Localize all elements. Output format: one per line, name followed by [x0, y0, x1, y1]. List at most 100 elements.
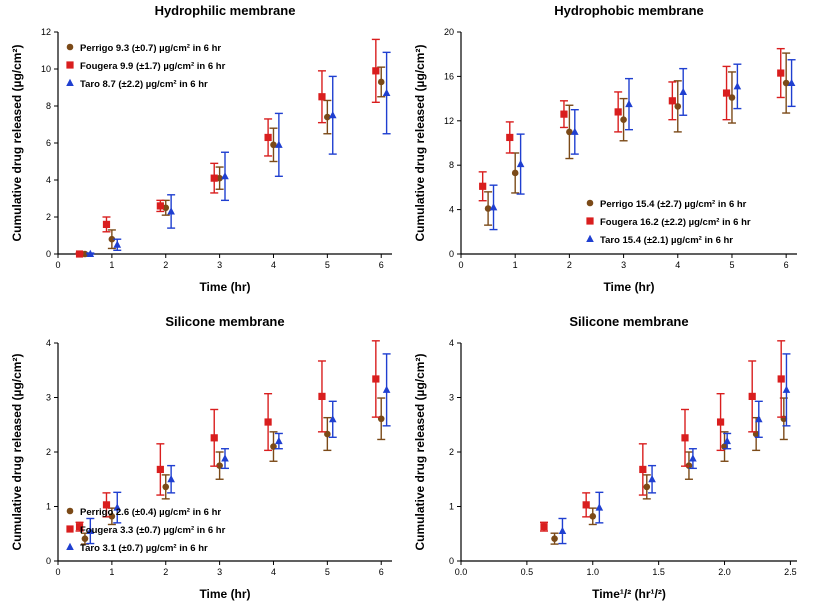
data-point-fougera [102, 220, 111, 228]
x-tick-label: 6 [784, 260, 789, 270]
data-point-perrigo [620, 116, 627, 123]
data-point-fougera [582, 501, 590, 509]
data-point-fougera [210, 174, 218, 182]
y-tick-label: 20 [444, 27, 454, 37]
data-point-fougera [75, 523, 84, 531]
data-point-perrigo [108, 235, 116, 243]
y-tick-label: 4 [449, 205, 454, 215]
data-point-taro [723, 436, 731, 445]
data-point-fougera [264, 133, 272, 142]
y-tick-label: 4 [46, 175, 51, 185]
y-axis-label: Cumulative drug released (µg/cm²) [10, 354, 24, 551]
data-point-taro [382, 385, 391, 393]
data-point-perrigo [566, 128, 573, 136]
legend-label: Perrigo 15.4 (±2.7) µg/cm² in 6 hr [600, 199, 747, 210]
y-tick-label: 4 [449, 338, 454, 348]
legend-label: Perrigo 2.6 (±0.4) µg/cm² in 6 hr [80, 507, 221, 518]
x-tick-label: 2.0 [718, 567, 731, 577]
y-tick-label: 0 [449, 556, 454, 566]
y-tick-label: 2 [46, 447, 51, 457]
data-point-perrigo [782, 79, 790, 87]
legend-label: Taro 3.1 (±0.7) µg/cm² in 6 hr [80, 543, 208, 554]
y-axis-label: Cumulative drug released (µg/cm²) [10, 45, 24, 242]
legend-marker-perrigo [66, 507, 74, 515]
data-point-fougera [372, 375, 380, 383]
y-tick-label: 10 [41, 64, 51, 74]
x-tick-label: 0 [55, 567, 60, 577]
x-axis-label: Time¹/² (hr¹/²) [592, 587, 666, 601]
chart-panel-3: Silicone membrane 0 1 2 3 4 0 1 2 3 4 5 6 Time (hr) Cu… [10, 314, 392, 601]
data-point-taro [625, 99, 633, 108]
legend-label: Perrigo 9.3 (±0.7) µg/cm² in 6 hr [80, 43, 221, 54]
panel-title: Silicone membrane [165, 314, 284, 329]
data-point-perrigo [108, 513, 116, 520]
x-tick-label: 1 [513, 260, 518, 270]
legend-label: Fougera 9.9 (±1.7) µg/cm² in 6 hr [80, 61, 226, 72]
data-point-fougera [156, 465, 164, 474]
data-point-perrigo [511, 169, 519, 177]
data-point-taro [275, 140, 283, 148]
data-point-fougera [722, 89, 731, 97]
x-tick-label: 2 [163, 567, 168, 577]
y-tick-label: 2 [46, 212, 51, 222]
data-point-perrigo [270, 141, 277, 149]
data-point-taro [221, 454, 229, 462]
x-tick-label: 2 [163, 260, 168, 270]
x-tick-label: 6 [379, 567, 384, 577]
data-point-fougera [777, 375, 785, 383]
legend-label: Fougera 3.3 (±0.7) µg/cm² in 6 hr [80, 525, 226, 536]
x-tick-label: 3 [217, 567, 222, 577]
x-tick-label: 5 [325, 260, 330, 270]
y-tick-label: 12 [41, 27, 51, 37]
legend-marker-fougera [66, 61, 74, 69]
data-point-fougera [156, 202, 164, 210]
data-point-taro [689, 454, 697, 462]
legend-marker-fougera [66, 525, 74, 533]
y-tick-label: 1 [46, 502, 51, 512]
data-point-taro [328, 415, 337, 423]
panel-title: Hydrophilic membrane [155, 3, 296, 18]
x-tick-label: 2.5 [784, 567, 797, 577]
data-point-taro [328, 111, 337, 119]
legend-label: Taro 15.4 (±2.1) µg/cm² in 6 hr [600, 235, 733, 246]
y-tick-label: 2 [449, 447, 454, 457]
data-point-taro [754, 415, 763, 423]
x-tick-label: 4 [271, 567, 276, 577]
legend-label: Taro 8.7 (±2.2) µg/cm² in 6 hr [80, 79, 208, 90]
y-tick-label: 4 [46, 338, 51, 348]
data-point-taro [558, 526, 567, 535]
x-tick-label: 5 [325, 567, 330, 577]
x-tick-label: 1.0 [587, 567, 600, 577]
legend-marker-taro [66, 78, 74, 86]
y-tick-label: 1 [449, 502, 454, 512]
y-tick-label: 3 [449, 393, 454, 403]
panel-title: Silicone membrane [569, 314, 688, 329]
legend-label: Fougera 16.2 (±2.2) µg/cm² in 6 hr [600, 217, 751, 228]
data-point-taro [113, 503, 122, 511]
data-point-taro [571, 127, 579, 135]
legend-marker-fougera [586, 217, 594, 225]
data-point-taro [275, 436, 283, 445]
y-tick-label: 0 [46, 556, 51, 566]
y-tick-label: 3 [46, 393, 51, 403]
x-tick-label: 5 [729, 260, 734, 270]
legend-marker-perrigo [66, 43, 74, 51]
data-point-perrigo [81, 250, 89, 258]
data-point-fougera [560, 110, 568, 118]
x-tick-label: 0 [55, 260, 60, 270]
x-axis-label: Time (hr) [199, 280, 250, 294]
y-tick-label: 8 [449, 160, 454, 170]
data-point-taro [787, 78, 796, 87]
data-point-perrigo [216, 174, 223, 182]
data-point-fougera [716, 418, 725, 426]
data-point-fougera [372, 67, 380, 75]
x-tick-label: 3 [217, 260, 222, 270]
data-point-taro [86, 249, 95, 257]
panel-title: Hydrophobic membrane [554, 3, 704, 18]
x-tick-label: 0.0 [455, 567, 468, 577]
data-point-perrigo [216, 462, 223, 469]
data-point-fougera [668, 97, 676, 105]
y-tick-label: 12 [444, 116, 454, 126]
